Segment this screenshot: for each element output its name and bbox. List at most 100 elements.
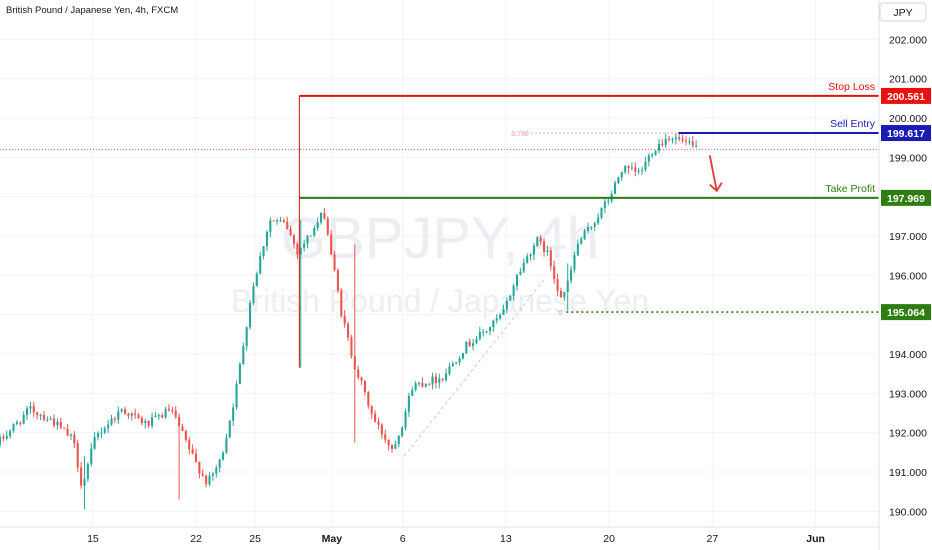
level-stop-loss[interactable]: Stop Loss — [299, 81, 879, 97]
candle — [502, 304, 505, 316]
candle — [509, 294, 512, 301]
chart-title: British Pound / Japanese Yen, 4h, FXCM — [6, 5, 178, 16]
candle — [215, 465, 218, 478]
candle — [154, 412, 157, 418]
candle — [519, 268, 522, 276]
candle — [451, 361, 454, 367]
candle — [110, 414, 113, 426]
candle — [570, 265, 573, 284]
candle — [428, 383, 431, 386]
candle — [512, 283, 515, 301]
price-tick-label: 201.000 — [889, 74, 927, 86]
time-axis: 15 22 25 May 6 13 20 27 Jun — [0, 526, 879, 545]
watermark-name: British Pound / Japanese Yen — [231, 283, 649, 319]
candle — [134, 408, 137, 419]
candle — [566, 263, 569, 311]
candle — [394, 440, 397, 450]
candle — [556, 273, 559, 296]
candle — [245, 326, 248, 351]
candle — [495, 314, 498, 324]
candle — [543, 238, 546, 257]
candle — [269, 217, 272, 238]
candle — [137, 412, 140, 419]
candle — [448, 362, 451, 376]
candle — [532, 242, 535, 261]
candle — [259, 252, 262, 275]
candle — [367, 391, 370, 409]
currency-selector[interactable]: JPY — [879, 2, 927, 22]
candle — [225, 433, 228, 454]
candle — [695, 140, 698, 148]
candle — [205, 474, 208, 488]
candle — [151, 412, 154, 429]
level-take-profit[interactable]: Take Profit — [299, 183, 879, 199]
candle — [103, 426, 106, 435]
candle — [647, 153, 650, 167]
candle — [465, 341, 468, 355]
candle — [333, 250, 336, 272]
candle — [340, 288, 343, 319]
candle — [299, 220, 302, 368]
candle — [681, 134, 684, 144]
candle — [282, 218, 285, 224]
candle — [167, 404, 171, 412]
candle — [188, 436, 191, 455]
candle — [691, 135, 694, 148]
candle — [289, 225, 292, 237]
candle — [526, 253, 529, 264]
level-support[interactable]: 0 — [558, 310, 879, 317]
candle — [191, 444, 194, 455]
price-tick-label: 200.000 — [889, 113, 927, 125]
candle — [590, 226, 593, 231]
price-tick-label: 199.000 — [889, 152, 927, 164]
candle — [644, 156, 647, 172]
candle — [421, 377, 424, 388]
candle — [238, 361, 241, 385]
candle — [664, 133, 667, 148]
candle — [499, 312, 502, 321]
candle — [0, 434, 2, 448]
candle — [401, 426, 404, 438]
price-tick-label: 192.000 — [889, 428, 927, 440]
candle — [353, 243, 356, 443]
candle — [80, 461, 83, 489]
svg-text:199.617: 199.617 — [887, 128, 925, 140]
candle — [59, 417, 62, 430]
candle — [303, 239, 306, 252]
svg-text:200.561: 200.561 — [887, 91, 925, 103]
candle — [458, 356, 461, 366]
candle — [350, 334, 353, 359]
price-tick-label: 194.000 — [889, 349, 927, 361]
down-arrow-icon — [708, 155, 723, 193]
candle — [265, 229, 269, 252]
price-tick-label: 193.000 — [889, 388, 927, 400]
candle — [211, 472, 214, 481]
candle — [164, 407, 167, 419]
candle — [96, 431, 100, 441]
candle — [252, 282, 255, 306]
level-sell-entry[interactable]: Sell Entry — [678, 118, 879, 135]
candle — [309, 235, 312, 237]
candle — [441, 378, 444, 382]
candle — [657, 139, 660, 154]
candle — [424, 383, 427, 388]
candle — [15, 419, 18, 426]
candle — [607, 197, 610, 206]
trade-levels: Stop Loss Sell Entry Take Profit 0 — [0, 81, 879, 368]
price-axis: 190.000 191.000 192.000 193.000 194.000 195.0… — [878, 0, 931, 550]
candle — [306, 234, 309, 249]
candle — [417, 381, 421, 387]
candle — [620, 171, 623, 182]
candle — [363, 380, 367, 396]
candle — [279, 216, 282, 223]
candle — [83, 456, 86, 510]
candle — [414, 380, 417, 392]
candle — [515, 274, 519, 291]
candle — [370, 405, 373, 419]
candle — [228, 420, 231, 438]
candle — [249, 299, 252, 330]
candles — [0, 132, 698, 510]
time-tick-label: 6 — [400, 533, 406, 545]
candle — [130, 412, 133, 421]
